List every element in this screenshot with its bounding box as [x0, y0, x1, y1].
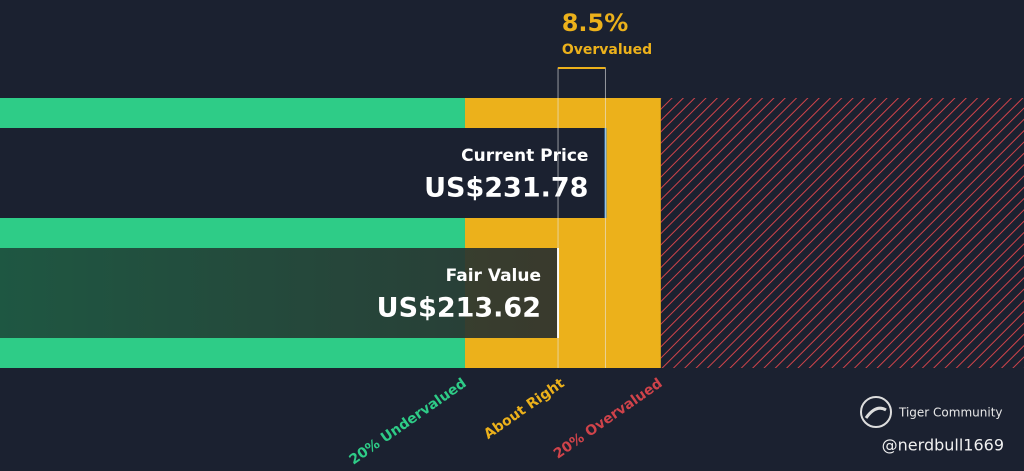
annotation-text: Overvalued: [562, 42, 652, 58]
annotation-value: 8.5%: [562, 9, 629, 37]
series-name: Current Price: [461, 146, 588, 166]
user: @nerdbull1669: [882, 436, 1004, 455]
brand: Tiger Community: [898, 406, 1003, 420]
logo: [860, 396, 892, 428]
series-name: Fair Value: [446, 266, 541, 286]
series-value: US$231.78: [424, 173, 588, 204]
zone: [660, 98, 1024, 368]
series-value: US$213.62: [377, 293, 541, 324]
value-bar: [0, 128, 606, 218]
value-bar: [0, 248, 559, 338]
